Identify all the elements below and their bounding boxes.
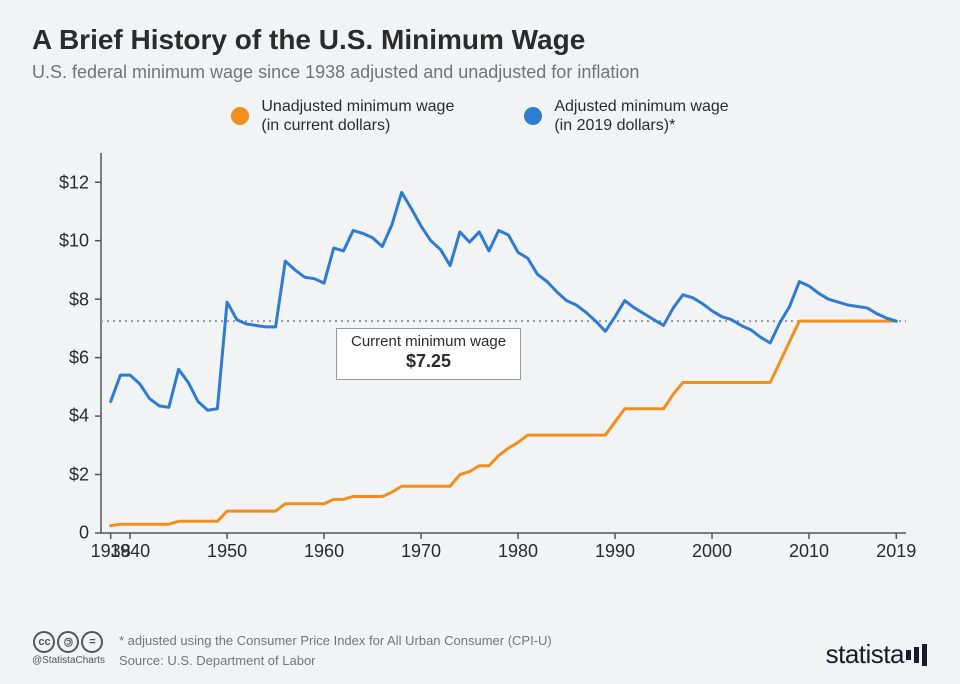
chart-area: Current minimum wage $7.25 0 $2 $4 $6 $8 $10 $… <box>36 143 921 573</box>
y-tick-label: $10 <box>39 231 89 252</box>
y-tick-label: $6 <box>39 347 89 368</box>
y-tick-label: $2 <box>39 464 89 485</box>
chart-title: A Brief History of the U.S. Minimum Wage <box>32 24 928 56</box>
x-tick-label: 1990 <box>595 541 635 562</box>
legend-label: Adjusted minimum wage <box>554 97 728 116</box>
x-tick-label: 1970 <box>401 541 441 562</box>
y-tick-label: $4 <box>39 406 89 427</box>
legend-sublabel: (in 2019 dollars)* <box>554 116 728 135</box>
y-tick-label: $8 <box>39 289 89 310</box>
nd-icon: = <box>81 631 103 653</box>
legend-sublabel: (in current dollars) <box>261 116 454 135</box>
statista-logo: statista <box>826 639 928 670</box>
footer: cc 🄯 = @StatistaCharts * adjusted using … <box>32 631 928 670</box>
legend-item-adjusted: Adjusted minimum wage (in 2019 dollars)* <box>524 97 728 135</box>
cc-icon: cc <box>33 631 55 653</box>
source: Source: U.S. Department of Labor <box>119 651 552 671</box>
x-tick-label: 2019 <box>876 541 916 562</box>
legend-label: Unadjusted minimum wage <box>261 97 454 116</box>
footnote: * adjusted using the Consumer Price Inde… <box>119 631 552 651</box>
x-tick-label: 1950 <box>207 541 247 562</box>
legend-item-unadjusted: Unadjusted minimum wage (in current doll… <box>231 97 454 135</box>
legend-marker <box>524 107 542 125</box>
x-tick-label: 2010 <box>789 541 829 562</box>
x-tick-label: 1960 <box>304 541 344 562</box>
by-icon: 🄯 <box>57 631 79 653</box>
y-tick-label: 0 <box>39 523 89 544</box>
x-tick-label: 2000 <box>692 541 732 562</box>
x-tick-label: 1940 <box>110 541 150 562</box>
cc-handle: @StatistaCharts <box>32 655 105 666</box>
legend: Unadjusted minimum wage (in current doll… <box>32 97 928 135</box>
annotation-label: Current minimum wage <box>351 333 506 351</box>
reference-annotation: Current minimum wage $7.25 <box>336 328 521 380</box>
chart-subtitle: U.S. federal minimum wage since 1938 adj… <box>32 62 928 83</box>
cc-license: cc 🄯 = @StatistaCharts <box>32 631 105 666</box>
legend-marker <box>231 107 249 125</box>
y-tick-label: $12 <box>39 172 89 193</box>
x-tick-label: 1980 <box>498 541 538 562</box>
annotation-value: $7.25 <box>351 351 506 373</box>
